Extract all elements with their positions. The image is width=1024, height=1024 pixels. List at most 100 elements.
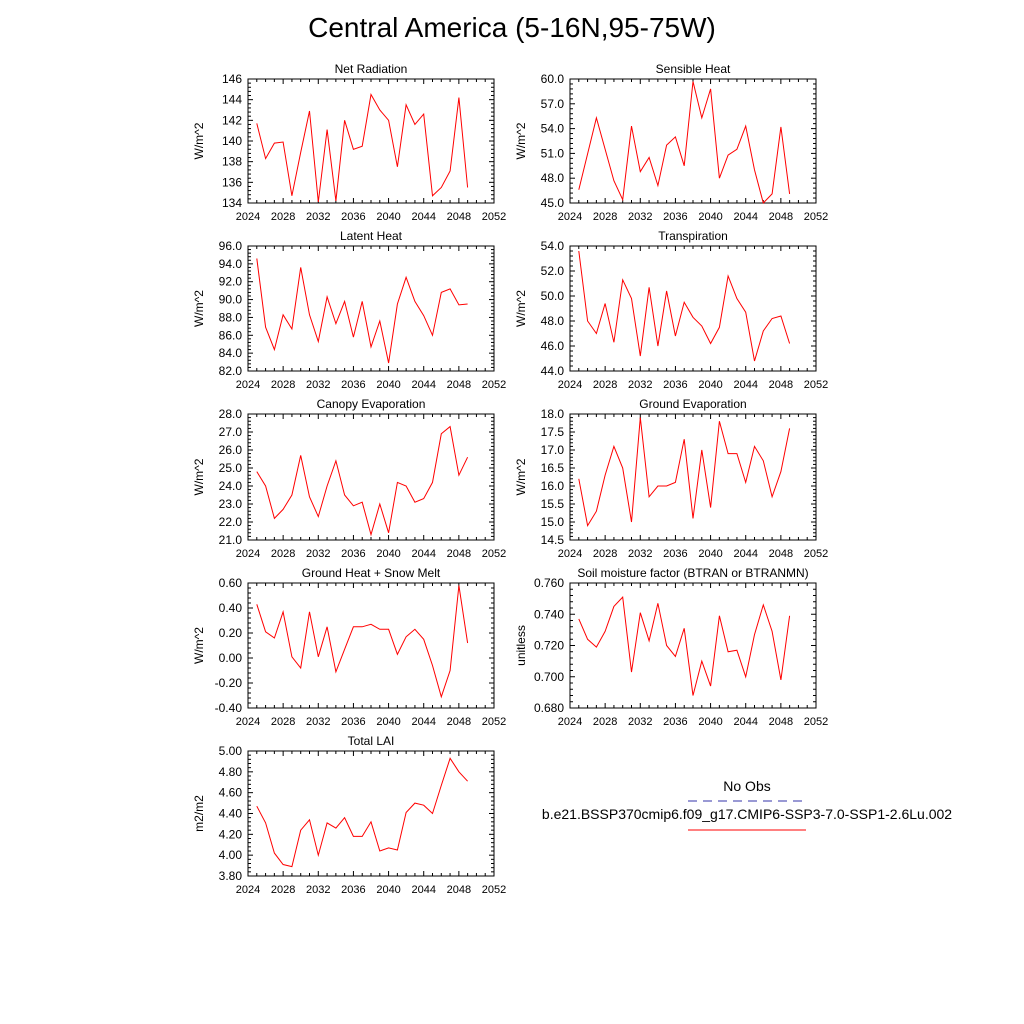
y-tick-label: 17.5 [541,425,565,439]
x-tick-label: 2024 [236,716,260,728]
x-tick-label: 2032 [628,716,652,728]
x-tick-label: 2036 [341,379,365,391]
x-tick-label: 2040 [376,211,400,223]
x-tick-label: 2052 [482,716,506,728]
y-tick-label: 144 [222,93,242,107]
y-tick-label: 45.0 [541,196,565,210]
x-tick-label: 2024 [236,211,260,223]
legend-case-label: b.e21.BSSP370cmip6.f09_g17.CMIP6-SSP3-7.… [541,806,953,822]
y-tick-label: 23.0 [219,497,243,511]
x-tick-label: 2048 [447,548,471,560]
y-tick-label: 52.0 [541,264,565,278]
chart-title: Latent Heat [340,229,403,243]
x-tick-label: 2052 [804,379,828,391]
y-tick-label: 27.0 [219,425,243,439]
x-tick-label: 2036 [663,379,687,391]
y-tick-label: 94.0 [219,257,243,271]
x-tick-label: 2024 [236,884,260,896]
y-tick-label: 142 [222,113,242,127]
x-tick-label: 2052 [482,548,506,560]
y-tick-label: 0.680 [534,701,564,715]
chart-title: Soil moisture factor (BTRAN or BTRANMN) [577,566,808,580]
x-tick-label: 2032 [306,548,330,560]
x-tick-label: 2040 [698,548,722,560]
y-axis-label: W/m^2 [192,627,206,664]
x-tick-label: 2048 [447,716,471,728]
x-tick-label: 2028 [271,211,295,223]
series-line [256,258,468,364]
x-tick-label: 2036 [663,211,687,223]
chart-title: Sensible Heat [656,62,731,76]
x-tick-label: 2036 [341,716,365,728]
chart-title: Canopy Evaporation [317,397,426,411]
y-tick-label: 28.0 [219,407,243,421]
chart-title: Ground Evaporation [639,397,746,411]
y-tick-label: 134 [222,196,242,210]
y-axis-label: W/m^2 [514,122,528,159]
y-tick-label: 54.0 [541,122,565,136]
plot-frame [247,245,495,372]
y-tick-label: 51.0 [541,146,565,160]
x-tick-label: 2040 [376,884,400,896]
y-tick-label: 0.20 [219,626,243,640]
chart-panel-sensible-heat: Sensible Heat W/m^2 2024 2028 2032 2036 2040 20… [514,62,828,223]
chart-panel-ground-evaporation: Ground Evaporation W/m^2 2024 2028 2032 2036 2… [514,397,828,560]
x-tick-label: 2040 [698,211,722,223]
x-tick-label: 2052 [804,716,828,728]
x-tick-label: 2024 [558,379,582,391]
x-tick-label: 2024 [558,716,582,728]
y-tick-label: 0.40 [219,601,243,615]
y-tick-label: 15.0 [541,515,565,529]
series-line [256,425,469,537]
x-tick-label: 2040 [698,716,722,728]
series-line [578,595,791,696]
x-tick-label: 2052 [482,884,506,896]
x-tick-label: 2048 [447,211,471,223]
x-tick-label: 2048 [769,548,793,560]
y-tick-label: -0.40 [215,701,243,715]
series-line [578,81,791,204]
y-tick-label: 146 [222,72,242,86]
x-tick-label: 2040 [698,379,722,391]
y-tick-label: 92.0 [219,275,243,289]
x-tick-label: 2036 [663,716,687,728]
x-tick-label: 2028 [593,379,617,391]
y-tick-label: 3.80 [219,869,243,883]
y-tick-label: 96.0 [219,239,243,253]
x-tick-label: 2032 [628,379,652,391]
chart-title: Transpiration [658,229,728,243]
y-tick-label: 24.0 [219,479,243,493]
chart-panel-ground-heat-snow-melt: Ground Heat + Snow Melt W/m^2 2024 2028 2032… [192,566,506,728]
y-axis-label: W/m^2 [192,290,206,327]
y-tick-label: 82.0 [219,364,243,378]
y-axis-label: W/m^2 [192,458,206,495]
x-tick-label: 2036 [341,884,365,896]
plot-frame [247,78,495,204]
y-tick-label: 46.0 [541,339,565,353]
y-tick-label: 0.00 [219,651,243,665]
y-tick-label: 50.0 [541,289,565,303]
y-tick-label: 5.00 [219,744,243,758]
series-line [256,757,468,868]
x-tick-label: 2028 [593,548,617,560]
y-tick-label: 140 [222,134,242,148]
x-tick-label: 2052 [482,211,506,223]
y-axis-label: m2/m2 [192,795,206,832]
x-tick-label: 2024 [558,211,582,223]
y-tick-label: 16.0 [541,479,565,493]
x-tick-label: 2040 [376,379,400,391]
x-tick-label: 2028 [271,379,295,391]
x-tick-label: 2048 [769,211,793,223]
y-tick-label: 25.0 [219,461,243,475]
y-tick-label: 15.5 [541,497,565,511]
y-axis-label: W/m^2 [192,122,206,159]
y-tick-label: 0.740 [534,607,564,621]
series-line [578,417,791,527]
y-tick-label: 0.760 [534,576,564,590]
x-tick-label: 2052 [482,379,506,391]
y-axis-label: unitless [514,625,528,666]
chart-panel-transpiration: Transpiration W/m^2 2024 2028 2032 2036 2040 20… [514,229,828,391]
x-tick-label: 2028 [271,716,295,728]
y-tick-label: 4.20 [219,827,243,841]
x-tick-label: 2036 [341,211,365,223]
